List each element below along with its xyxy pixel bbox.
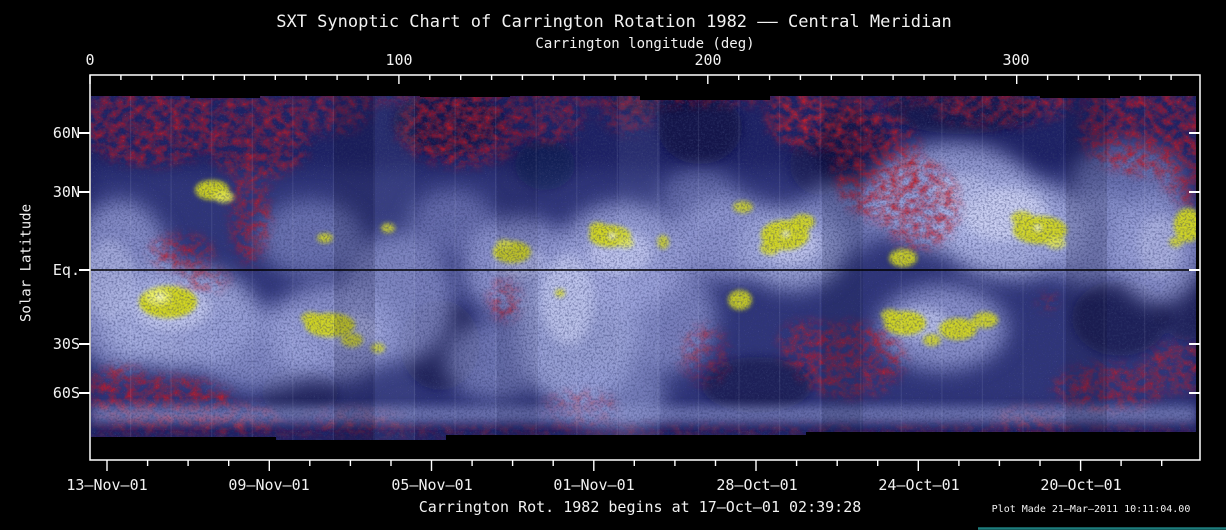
date-tick-5: 24–Oct–01: [878, 476, 960, 494]
rotation-start-caption: Carrington Rot. 1982 begins at 17–Oct–01…: [418, 498, 862, 516]
date-tick-3: 01–Nov–01: [553, 476, 635, 494]
axis-ticks: [89, 75, 1172, 471]
strip-seams: [130, 94, 1146, 443]
top-tick-200: 200: [694, 51, 722, 69]
lat-label-60s: 60S: [52, 383, 80, 402]
top-tick-0: 0: [85, 51, 95, 69]
lat-label-eq: Eq.: [52, 260, 80, 279]
top-tick-300: 300: [1002, 51, 1030, 69]
synoptic-image: [91, 94, 1196, 443]
plot-made-timestamp: Plot Made 21–Mar–2011 10:11:04.00: [991, 504, 1191, 515]
lat-label-30n: 30N: [52, 182, 80, 201]
date-tick-0: 13–Nov–01: [66, 476, 148, 494]
date-tick-6: 20–Oct–01: [1040, 476, 1122, 494]
left-axis-label: Solar Latitude: [18, 203, 35, 323]
date-tick-1: 09–Nov–01: [228, 476, 310, 494]
plot-frame: [89, 74, 1201, 461]
date-tick-4: 28–Oct–01: [716, 476, 798, 494]
top-tick-100: 100: [385, 51, 413, 69]
date-tick-2: 05–Nov–01: [391, 476, 473, 494]
light-grain-overlay: [91, 94, 1196, 443]
lat-label-60n: 60N: [52, 123, 80, 142]
top-axis-label: Carrington longitude (deg): [535, 36, 755, 52]
ragged-image-edges: [91, 94, 1196, 443]
latitude-ticks: [79, 132, 1200, 394]
chart-title: SXT Synoptic Chart of Carrington Rotatio…: [276, 12, 952, 32]
lat-label-30s: 30S: [52, 334, 80, 353]
